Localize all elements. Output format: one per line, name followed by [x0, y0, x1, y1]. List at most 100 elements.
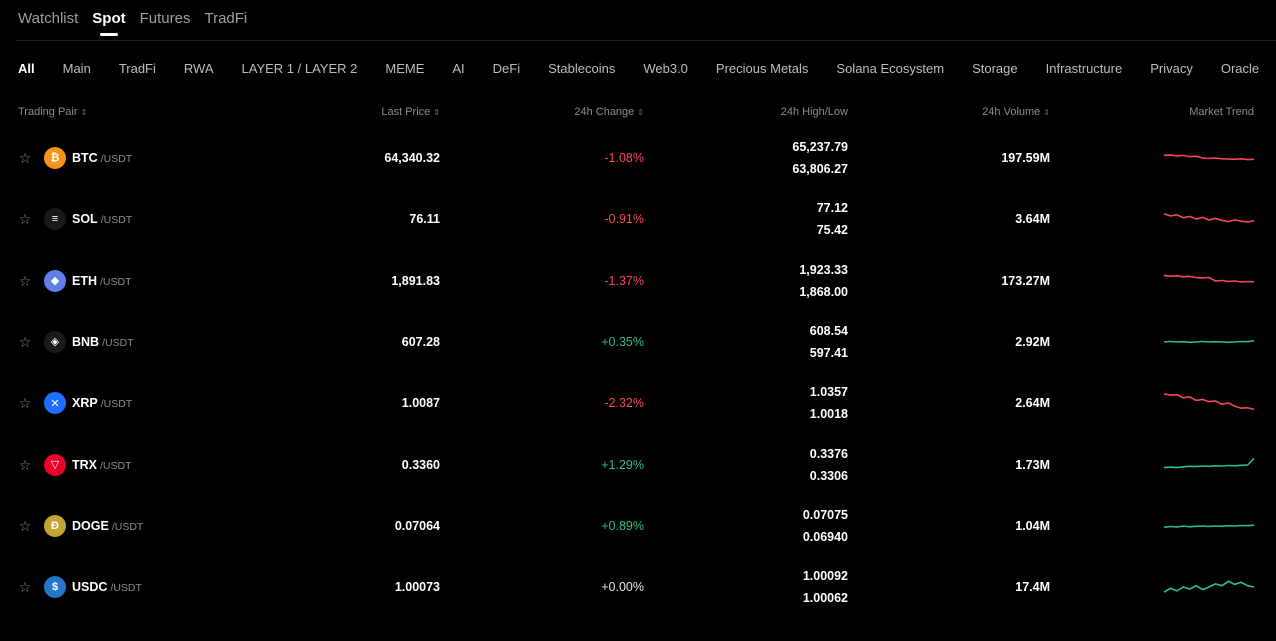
- solana-icon: ≡: [44, 208, 66, 231]
- sparkline-path: [1163, 457, 1255, 468]
- category-rwa[interactable]: RWA: [183, 61, 214, 76]
- 24h-volume: 3.64M: [1015, 212, 1050, 227]
- 24h-volume: 1.73M: [1015, 457, 1050, 472]
- favorite-star-icon[interactable]: ☆: [18, 272, 32, 289]
- coin-glyph: ◈: [50, 336, 60, 349]
- table-row[interactable]: ☆ ◈ BNB/USDT 607.28 +0.35% 608.54 597.41…: [0, 324, 1276, 396]
- sparkline-path: [1163, 213, 1255, 224]
- 24h-change: +1.29%: [601, 457, 644, 472]
- category-ai[interactable]: AI: [452, 61, 465, 76]
- tab-spot[interactable]: Spot: [92, 10, 126, 36]
- 24h-high: 1.0357: [809, 385, 848, 400]
- category-meme[interactable]: MEME: [385, 61, 425, 76]
- tron-icon: ▽: [44, 453, 66, 476]
- market-trend-sparkline: [1163, 457, 1255, 468]
- column-header-trading-pair[interactable]: Trading Pair ⇕: [18, 106, 87, 118]
- tab-tradfi[interactable]: TradFi: [204, 10, 248, 27]
- table-row[interactable]: ☆ ₿ BTC/USDT 64,340.32 -1.08% 65,237.79 …: [0, 140, 1276, 212]
- favorite-star-icon[interactable]: ☆: [18, 150, 32, 166]
- xrp-icon: ✕: [44, 392, 66, 415]
- trading-pair[interactable]: SOL/USDT: [72, 212, 132, 226]
- trading-pair[interactable]: BNB/USDT: [72, 335, 134, 349]
- table-row[interactable]: ☆ $ USDC/USDT 1.00073 +0.00% 1.00092 1.0…: [0, 569, 1276, 641]
- dogecoin-icon: Ð: [44, 514, 66, 537]
- sparkline-path: [1163, 154, 1255, 161]
- category-oracle[interactable]: Oracle: [1220, 61, 1260, 76]
- table-row[interactable]: ☆ ✕ XRP/USDT 1.0087 -2.32% 1.0357 1.0018…: [0, 385, 1276, 457]
- bitcoin-icon: ₿: [44, 147, 66, 169]
- sparkline-path: [1163, 274, 1255, 283]
- last-price: 607.28: [401, 334, 440, 349]
- category-tradfi[interactable]: TradFi: [118, 61, 156, 76]
- 24h-high: 0.3376: [809, 446, 848, 461]
- favorite-star-icon[interactable]: ☆: [18, 579, 32, 596]
- trading-pair[interactable]: ETH/USDT: [72, 274, 132, 288]
- column-header-24h-high-low: 24h High/Low: [780, 106, 848, 118]
- coin-glyph: $: [51, 581, 59, 594]
- 24h-change: -1.37%: [604, 273, 644, 288]
- 24h-high: 0.07075: [802, 507, 848, 522]
- ethereum-icon: ◆: [44, 269, 66, 292]
- trading-pair[interactable]: XRP/USDT: [72, 396, 132, 410]
- column-header-24h-change[interactable]: 24h Change ⇕: [574, 106, 644, 118]
- quote-asset: /USDT: [100, 153, 133, 165]
- category-precious-metals[interactable]: Precious Metals: [715, 61, 809, 76]
- 24h-high: 608.54: [809, 323, 848, 338]
- column-header-market-trend: Market Trend: [1189, 106, 1254, 118]
- category-infrastructure[interactable]: Infrastructure: [1045, 61, 1123, 76]
- base-asset: DOGE: [72, 518, 109, 533]
- table-row[interactable]: ☆ ≡ SOL/USDT 76.11 -0.91% 77.12 75.42 3.…: [0, 201, 1276, 273]
- market-trend-sparkline: [1163, 213, 1255, 224]
- tab-watchlist[interactable]: Watchlist: [18, 10, 79, 27]
- 24h-low: 1,868.00: [799, 284, 848, 299]
- category-solana-ecosystem[interactable]: Solana Ecosystem: [836, 61, 945, 76]
- sparkline-path: [1163, 524, 1255, 528]
- quote-asset: /USDT: [100, 275, 132, 288]
- favorite-star-icon[interactable]: ☆: [18, 456, 32, 473]
- trading-pair[interactable]: DOGE/USDT: [72, 519, 143, 533]
- 24h-change: -1.08%: [604, 151, 644, 165]
- 24h-high: 65,237.79: [792, 140, 848, 154]
- market-trend-sparkline: [1163, 154, 1255, 161]
- favorite-star-icon[interactable]: ☆: [18, 211, 32, 228]
- category-all[interactable]: All: [18, 61, 35, 76]
- category-layer-1-layer-2[interactable]: LAYER 1 / LAYER 2: [241, 61, 358, 76]
- tab-futures[interactable]: Futures: [139, 10, 191, 27]
- table-row[interactable]: ☆ ▽ TRX/USDT 0.3360 +1.29% 0.3376 0.3306…: [0, 447, 1276, 519]
- base-asset: BTC: [72, 151, 98, 165]
- 24h-volume: 173.27M: [1001, 273, 1050, 288]
- trading-pair[interactable]: USDC/USDT: [72, 580, 142, 594]
- table-row[interactable]: ☆ Ð DOGE/USDT 0.07064 +0.89% 0.07075 0.0…: [0, 508, 1276, 580]
- column-header-24h-volume[interactable]: 24h Volume ⇕: [982, 106, 1050, 118]
- category-defi[interactable]: DeFi: [492, 61, 521, 76]
- base-asset: ETH: [72, 273, 97, 288]
- quote-asset: /USDT: [100, 214, 133, 227]
- category-web3-0[interactable]: Web3.0: [643, 61, 688, 76]
- table-row[interactable]: ☆ ◆ ETH/USDT 1,891.83 -1.37% 1,923.33 1,…: [0, 263, 1276, 335]
- favorite-star-icon[interactable]: ☆: [18, 517, 32, 534]
- 24h-change: -2.32%: [604, 396, 644, 411]
- 24h-low: 75.42: [816, 223, 848, 238]
- 24h-volume: 1.04M: [1015, 518, 1050, 533]
- market-trend-sparkline: [1163, 339, 1255, 343]
- sort-icon: ⇕: [80, 108, 88, 117]
- tabs-divider: [16, 40, 1276, 41]
- 24h-low: 1.00062: [802, 591, 848, 606]
- last-price: 0.07064: [394, 518, 440, 533]
- last-price: 1.0087: [401, 396, 440, 411]
- category-main[interactable]: Main: [62, 61, 91, 76]
- category-privacy[interactable]: Privacy: [1150, 61, 1193, 76]
- favorite-star-icon[interactable]: ☆: [18, 395, 32, 412]
- trading-pair[interactable]: TRX/USDT: [72, 458, 132, 472]
- favorite-star-icon[interactable]: ☆: [18, 333, 32, 350]
- column-header-last-price[interactable]: Last Price ⇕: [381, 106, 440, 118]
- 24h-change: +0.00%: [601, 580, 644, 595]
- last-price: 0.3360: [401, 457, 440, 472]
- column-header-label: Last Price: [381, 106, 431, 118]
- 24h-high: 1.00092: [802, 569, 848, 584]
- 24h-low: 0.06940: [802, 529, 848, 544]
- category-stablecoins[interactable]: Stablecoins: [548, 61, 616, 76]
- 24h-low: 63,806.27: [792, 162, 848, 176]
- category-storage[interactable]: Storage: [972, 61, 1018, 76]
- trading-pair[interactable]: BTC/USDT: [72, 151, 132, 165]
